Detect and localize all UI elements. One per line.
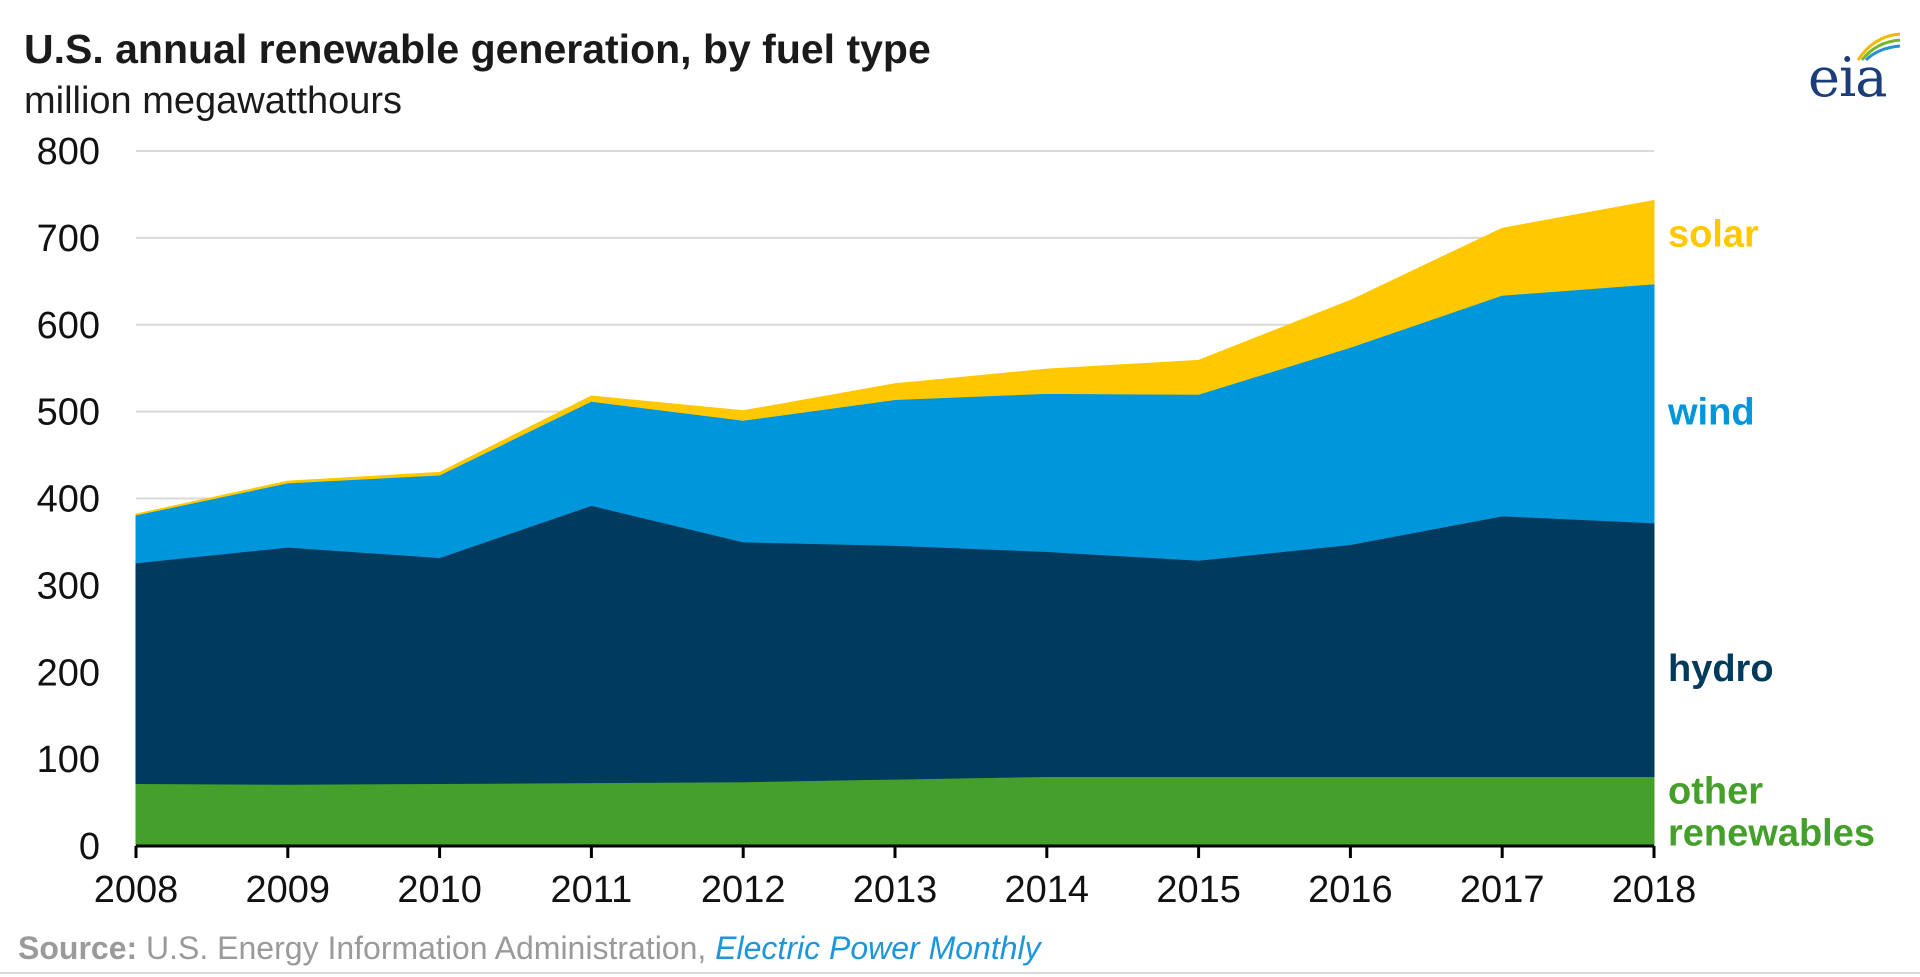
series-label-other-renewables: renewables	[1668, 812, 1875, 854]
y-tick-label: 500	[37, 392, 100, 434]
eia-logo: eia	[1808, 28, 1904, 109]
y-tick-label: 800	[37, 131, 100, 173]
y-tick-label: 600	[37, 305, 100, 347]
series-label-hydro: hydro	[1668, 648, 1774, 690]
x-tick-label: 2015	[1156, 869, 1241, 911]
y-tick-label: 300	[37, 565, 100, 607]
logo-arcs-icon	[1856, 32, 1901, 62]
area-series	[135, 199, 1655, 847]
source-note: Source: U.S. Energy Information Administ…	[18, 930, 1041, 967]
x-tick-label: 2011	[551, 869, 633, 911]
x-tick-label: 2013	[853, 869, 938, 911]
x-tick-label: 2016	[1308, 869, 1393, 911]
x-tick-label: 2012	[701, 869, 786, 911]
x-tick-label: 2010	[397, 869, 482, 911]
y-tick-label: 400	[37, 479, 100, 521]
area-other-renewables	[135, 776, 1655, 847]
x-tick-label: 2008	[94, 869, 179, 911]
axes: 0 100 200 300 400 500 600 700 800 2008 2009 2010 201…	[37, 131, 1697, 911]
x-tick-label: 2018	[1612, 869, 1697, 911]
series-label-wind: wind	[1667, 392, 1755, 434]
source-publication-link[interactable]: Electric Power Monthly	[715, 930, 1041, 966]
stacked-area-chart: 0 100 200 300 400 500 600 700 800 2008 2009 2010 201…	[37, 131, 1875, 911]
series-label-other-renewables: other	[1668, 770, 1763, 812]
y-tick-label: 0	[79, 826, 100, 868]
source-agency: U.S. Energy Information Administration,	[146, 930, 707, 966]
y-tick-label: 100	[37, 739, 100, 781]
x-tick-label: 2017	[1460, 869, 1545, 911]
logo-text: eia	[1808, 46, 1887, 109]
bottom-divider	[0, 972, 1920, 974]
y-tick-label: 700	[37, 218, 100, 260]
chart-title: U.S. annual renewable generation, by fue…	[24, 26, 931, 72]
x-tick-label: 2009	[246, 869, 331, 911]
area-solar	[135, 199, 1655, 516]
series-label-solar: solar	[1668, 214, 1759, 256]
source-label: Source:	[18, 930, 138, 966]
y-tick-label: 200	[37, 652, 100, 694]
y-axis-unit-label: million megawatthours	[24, 80, 403, 122]
x-tick-label: 2014	[1005, 869, 1090, 911]
